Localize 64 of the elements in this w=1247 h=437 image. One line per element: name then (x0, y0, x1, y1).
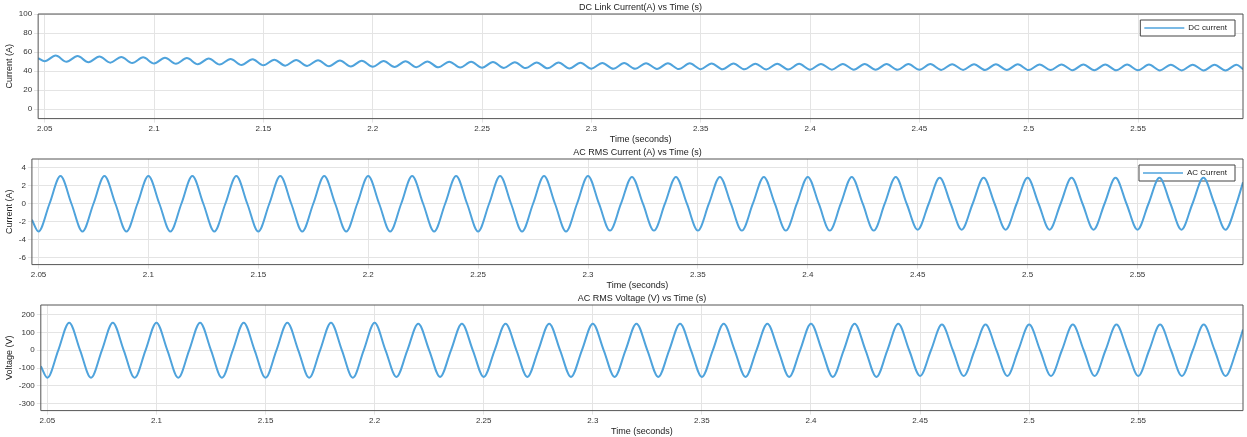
x-tick-label: 2.15 (257, 415, 274, 425)
x-tick-label: 2.3 (585, 123, 598, 133)
x-tick-label: 2.15 (250, 269, 267, 279)
y-tick-label: 200 (21, 309, 36, 319)
y-tick-label: -6 (18, 252, 27, 262)
x-tick-label: 2.55 (1129, 269, 1146, 279)
y-tick-label: 60 (23, 47, 33, 57)
x-tick-label: 2.45 (911, 123, 928, 133)
x-tick-label: 2.4 (805, 415, 818, 425)
y-tick-label: -200 (18, 380, 36, 390)
y-tick-label: 100 (18, 9, 33, 19)
y-tick-label: 20 (23, 85, 33, 95)
y-tick-label: 0 (21, 198, 27, 208)
x-tick-label: 2.4 (802, 269, 814, 279)
x-tick-label: 2.25 (475, 415, 493, 425)
x-tick-label: 2.05 (39, 415, 56, 425)
y-tick-label: -2 (18, 216, 27, 226)
y-tick-label: 0 (30, 345, 36, 355)
x-tick-label: 2.3 (587, 415, 599, 425)
x-tick-label: 2.2 (362, 269, 375, 279)
x-tick-label: 2.1 (148, 123, 161, 133)
x-tick-label: 2.4 (804, 123, 817, 133)
x-tick-label: 2.35 (692, 123, 710, 133)
legend-label: AC Current (1186, 168, 1228, 178)
x-tick-label: 2.25 (470, 269, 487, 279)
y-axis-title: Voltage (V) (3, 335, 14, 381)
x-axis-title: Time (seconds) (611, 426, 673, 437)
y-tick-label: 4 (21, 163, 27, 173)
x-tick-label: 2.1 (142, 269, 155, 279)
y-tick-label: -4 (18, 234, 27, 244)
y-tick-label: 100 (21, 327, 36, 337)
x-tick-label: 2.35 (690, 269, 707, 279)
x-axis-title: Time (seconds) (606, 280, 669, 291)
y-tick-label: 40 (23, 66, 33, 76)
y-tick-label: 2 (21, 181, 27, 191)
x-tick-label: 2.2 (367, 123, 379, 133)
chart-title: AC RMS Current (A) vs Time (s) (573, 146, 702, 157)
x-tick-label: 2.05 (36, 123, 54, 133)
x-tick-label: 2.25 (474, 123, 491, 133)
y-axis-title: Current (A) (3, 189, 14, 235)
y-tick-label: 0 (27, 104, 33, 114)
chart-title: AC RMS Voltage (V) vs Time (s) (577, 292, 707, 303)
x-tick-label: 2.5 (1022, 269, 1034, 279)
x-tick-label: 2.55 (1130, 123, 1147, 133)
x-tick-label: 2.3 (582, 269, 595, 279)
x-tick-label: 2.05 (30, 269, 47, 279)
line-series (40, 321, 1243, 379)
x-tick-label: 2.1 (150, 415, 163, 425)
x-axis-title: Time (seconds) (609, 134, 672, 145)
x-tick-label: 2.2 (369, 415, 381, 425)
chart-title: DC Link Current(A) vs Time (s) (579, 1, 703, 12)
line-series (31, 175, 1243, 233)
x-tick-label: 2.35 (694, 415, 711, 425)
y-tick-label: -100 (18, 363, 36, 373)
x-tick-label: 2.55 (1130, 415, 1147, 425)
y-tick-label: -300 (18, 398, 36, 408)
x-tick-label: 2.45 (909, 269, 927, 279)
x-tick-label: 2.45 (912, 415, 929, 425)
y-axis-title: Current (A) (3, 44, 14, 89)
x-tick-label: 2.5 (1023, 123, 1035, 133)
x-tick-label: 2.15 (255, 123, 272, 133)
x-tick-label: 2.5 (1023, 415, 1036, 425)
y-tick-label: 80 (23, 28, 33, 38)
legend-label: DC current (1188, 23, 1228, 33)
